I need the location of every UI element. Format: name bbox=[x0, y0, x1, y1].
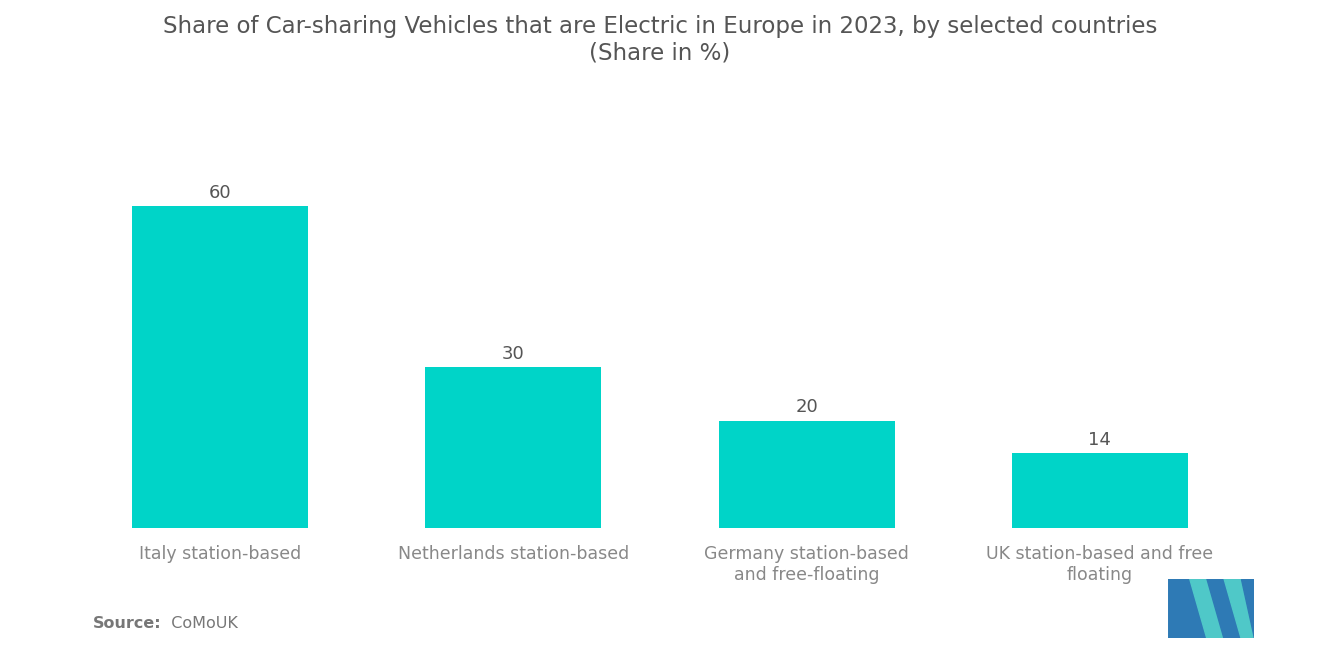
Text: Source:: Source: bbox=[92, 616, 161, 632]
Title: Share of Car-sharing Vehicles that are Electric in Europe in 2023, by selected c: Share of Car-sharing Vehicles that are E… bbox=[162, 15, 1158, 65]
Text: CoMoUK: CoMoUK bbox=[161, 616, 238, 632]
Text: 14: 14 bbox=[1088, 430, 1111, 449]
Text: 30: 30 bbox=[502, 344, 525, 362]
Polygon shape bbox=[1241, 579, 1254, 638]
Polygon shape bbox=[1189, 579, 1224, 638]
Polygon shape bbox=[1206, 579, 1241, 638]
Bar bbox=[425, 367, 602, 528]
Bar bbox=[1012, 453, 1188, 528]
Text: 20: 20 bbox=[795, 398, 818, 416]
Bar bbox=[132, 206, 308, 528]
Text: 60: 60 bbox=[209, 184, 231, 201]
Bar bbox=[718, 421, 895, 528]
Polygon shape bbox=[1168, 579, 1206, 638]
Polygon shape bbox=[1224, 579, 1254, 638]
